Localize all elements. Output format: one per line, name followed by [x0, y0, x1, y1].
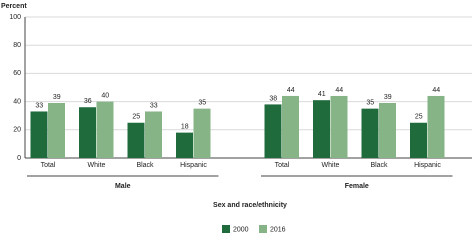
- bar: [264, 104, 282, 158]
- value-label: 44: [335, 87, 343, 94]
- y-tick-label: 20: [13, 127, 21, 134]
- value-label: 38: [269, 95, 277, 102]
- group-label: Female: [345, 183, 369, 190]
- bar: [96, 101, 114, 158]
- value-label: 36: [84, 98, 92, 105]
- value-label: 18: [181, 123, 189, 130]
- x-tick-label: Total: [41, 162, 56, 169]
- value-label: 25: [415, 114, 423, 121]
- value-label: 40: [101, 92, 109, 99]
- legend-label: 2016: [270, 226, 286, 233]
- x-tick-label: Hispanic: [414, 162, 441, 169]
- x-axis-title: Sex and race/ethnicity: [213, 202, 287, 209]
- bar: [282, 95, 299, 158]
- bar: [379, 103, 396, 158]
- value-label: 39: [53, 94, 61, 101]
- y-tick-label: 60: [13, 70, 21, 77]
- bar: [193, 108, 211, 158]
- value-label: 35: [366, 99, 374, 106]
- legend-label: 2000: [233, 226, 249, 233]
- legend-swatch: [259, 225, 267, 233]
- y-axis-title: Percent: [1, 3, 27, 10]
- x-tick-label: Hispanic: [180, 162, 207, 169]
- bar: [145, 111, 162, 158]
- y-tick-label: 0: [17, 155, 21, 162]
- value-label: 35: [198, 99, 206, 106]
- bar: [313, 100, 330, 158]
- bar: [427, 95, 445, 158]
- bar: [410, 122, 427, 158]
- x-tick-label: Total: [275, 162, 290, 169]
- bar: [330, 95, 348, 158]
- y-tick-label: 100: [9, 14, 21, 21]
- x-tick-label: Black: [370, 162, 388, 169]
- y-tick-label: 40: [13, 98, 21, 105]
- bar: [48, 103, 65, 158]
- bar: [127, 122, 145, 158]
- bar: [176, 132, 193, 158]
- bar: [79, 107, 96, 158]
- x-tick-label: White: [322, 162, 340, 169]
- y-tick-label: 80: [13, 42, 21, 49]
- legend-swatch: [222, 225, 230, 233]
- value-label: 41: [318, 91, 326, 98]
- bar: [30, 111, 48, 158]
- value-label: 44: [287, 87, 295, 94]
- group-label: Male: [115, 183, 131, 190]
- value-label: 25: [132, 114, 140, 121]
- bar: [361, 108, 379, 158]
- value-label: 33: [150, 102, 158, 109]
- x-tick-label: Black: [136, 162, 154, 169]
- value-label: 44: [432, 87, 440, 94]
- value-label: 33: [35, 102, 43, 109]
- x-tick-label: White: [88, 162, 106, 169]
- value-label: 39: [384, 94, 392, 101]
